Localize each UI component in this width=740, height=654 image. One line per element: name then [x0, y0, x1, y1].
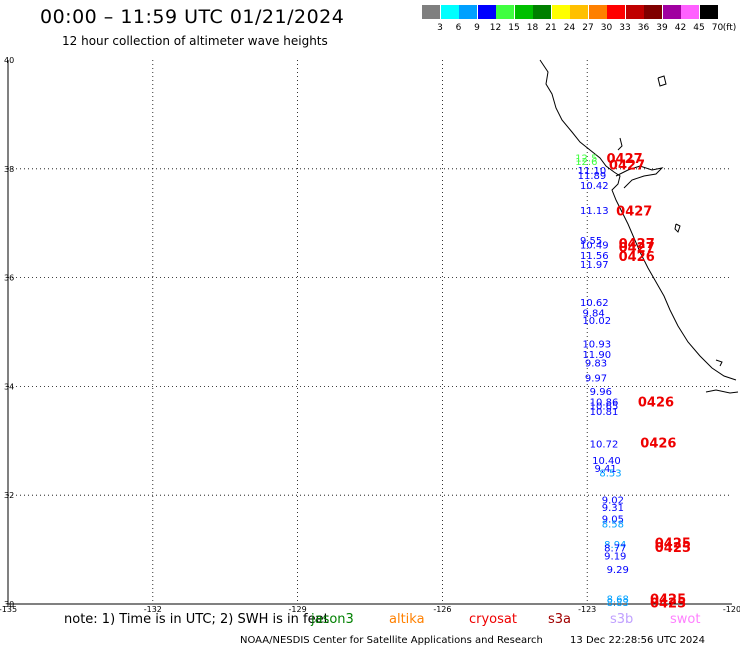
inland-lake-1: [658, 76, 666, 86]
longitude-tick-label: -126: [433, 605, 451, 614]
wave-height-reading: 9.29: [607, 565, 629, 576]
wave-height-readings: 12.512.611.1011.8910.4211.139.5510.4911.…: [575, 153, 629, 608]
legend-s3a: s3a: [548, 612, 571, 627]
wave-height-reading: 10.81: [590, 407, 619, 418]
latitude-tick-label: 30: [4, 600, 14, 609]
wave-height-reading: 11.13: [580, 206, 609, 217]
inland-lake-3: [675, 224, 680, 232]
satellite-pass-id: 0426: [638, 396, 674, 411]
wave-height-reading: 10.42: [580, 181, 609, 192]
satellite-pass-id: 0425: [655, 541, 691, 556]
credit-text: NOAA/NESDIS Center for Satellite Applica…: [240, 635, 543, 646]
wave-height-reading: 9.83: [585, 358, 607, 369]
legend-cryosat: cryosat: [469, 612, 517, 627]
wave-height-reading: 8.53: [599, 468, 621, 479]
satellite-pass-id: 0427: [609, 158, 645, 173]
channel-island: [706, 390, 738, 393]
wave-height-reading: 8.83: [607, 598, 629, 609]
wave-height-reading: 9.19: [604, 552, 626, 563]
wave-height-reading: 10.72: [590, 440, 619, 451]
satellite-pass-id: 0426: [619, 250, 655, 265]
wave-height-reading: 9.97: [585, 374, 607, 385]
credit-line: NOAA/NESDIS Center for Satellite Applica…: [240, 635, 705, 646]
legend-altika: altika: [389, 612, 425, 627]
longitude-tick-label: -123: [578, 605, 596, 614]
units-note: note: 1) Time is in UTC; 2) SWH is in fe…: [64, 612, 329, 627]
wave-height-reading: 9.31: [602, 503, 624, 514]
satellite-pass-id: 0426: [640, 436, 676, 451]
inland-lake-4: [716, 360, 722, 366]
california-coastline: [540, 60, 736, 380]
latitude-tick-label: 34: [4, 382, 14, 391]
wave-height-reading: 10.02: [582, 316, 611, 327]
coastline: [540, 60, 738, 393]
wave-height-reading: 9.96: [590, 387, 612, 398]
latitude-tick-label: 32: [4, 491, 14, 500]
wave-height-reading: 8.58: [602, 519, 624, 530]
latitude-tick-label: 36: [4, 274, 14, 283]
generated-timestamp: 13 Dec 22:28:56 UTC 2024: [570, 635, 705, 646]
legend-s3b: s3b: [610, 612, 633, 627]
longitude-tick-label: -120: [723, 605, 740, 614]
latitude-tick-label: 40: [4, 56, 14, 65]
wave-height-reading: 11.97: [580, 260, 609, 271]
inland-lake-2: [618, 138, 622, 150]
legend-jason3: jason3: [311, 612, 354, 627]
legend-swot: swot: [670, 612, 700, 627]
satellite-pass-id: 0427: [616, 205, 652, 220]
satellite-pass-id: 0425: [650, 596, 686, 611]
latitude-tick-label: 38: [4, 165, 14, 174]
